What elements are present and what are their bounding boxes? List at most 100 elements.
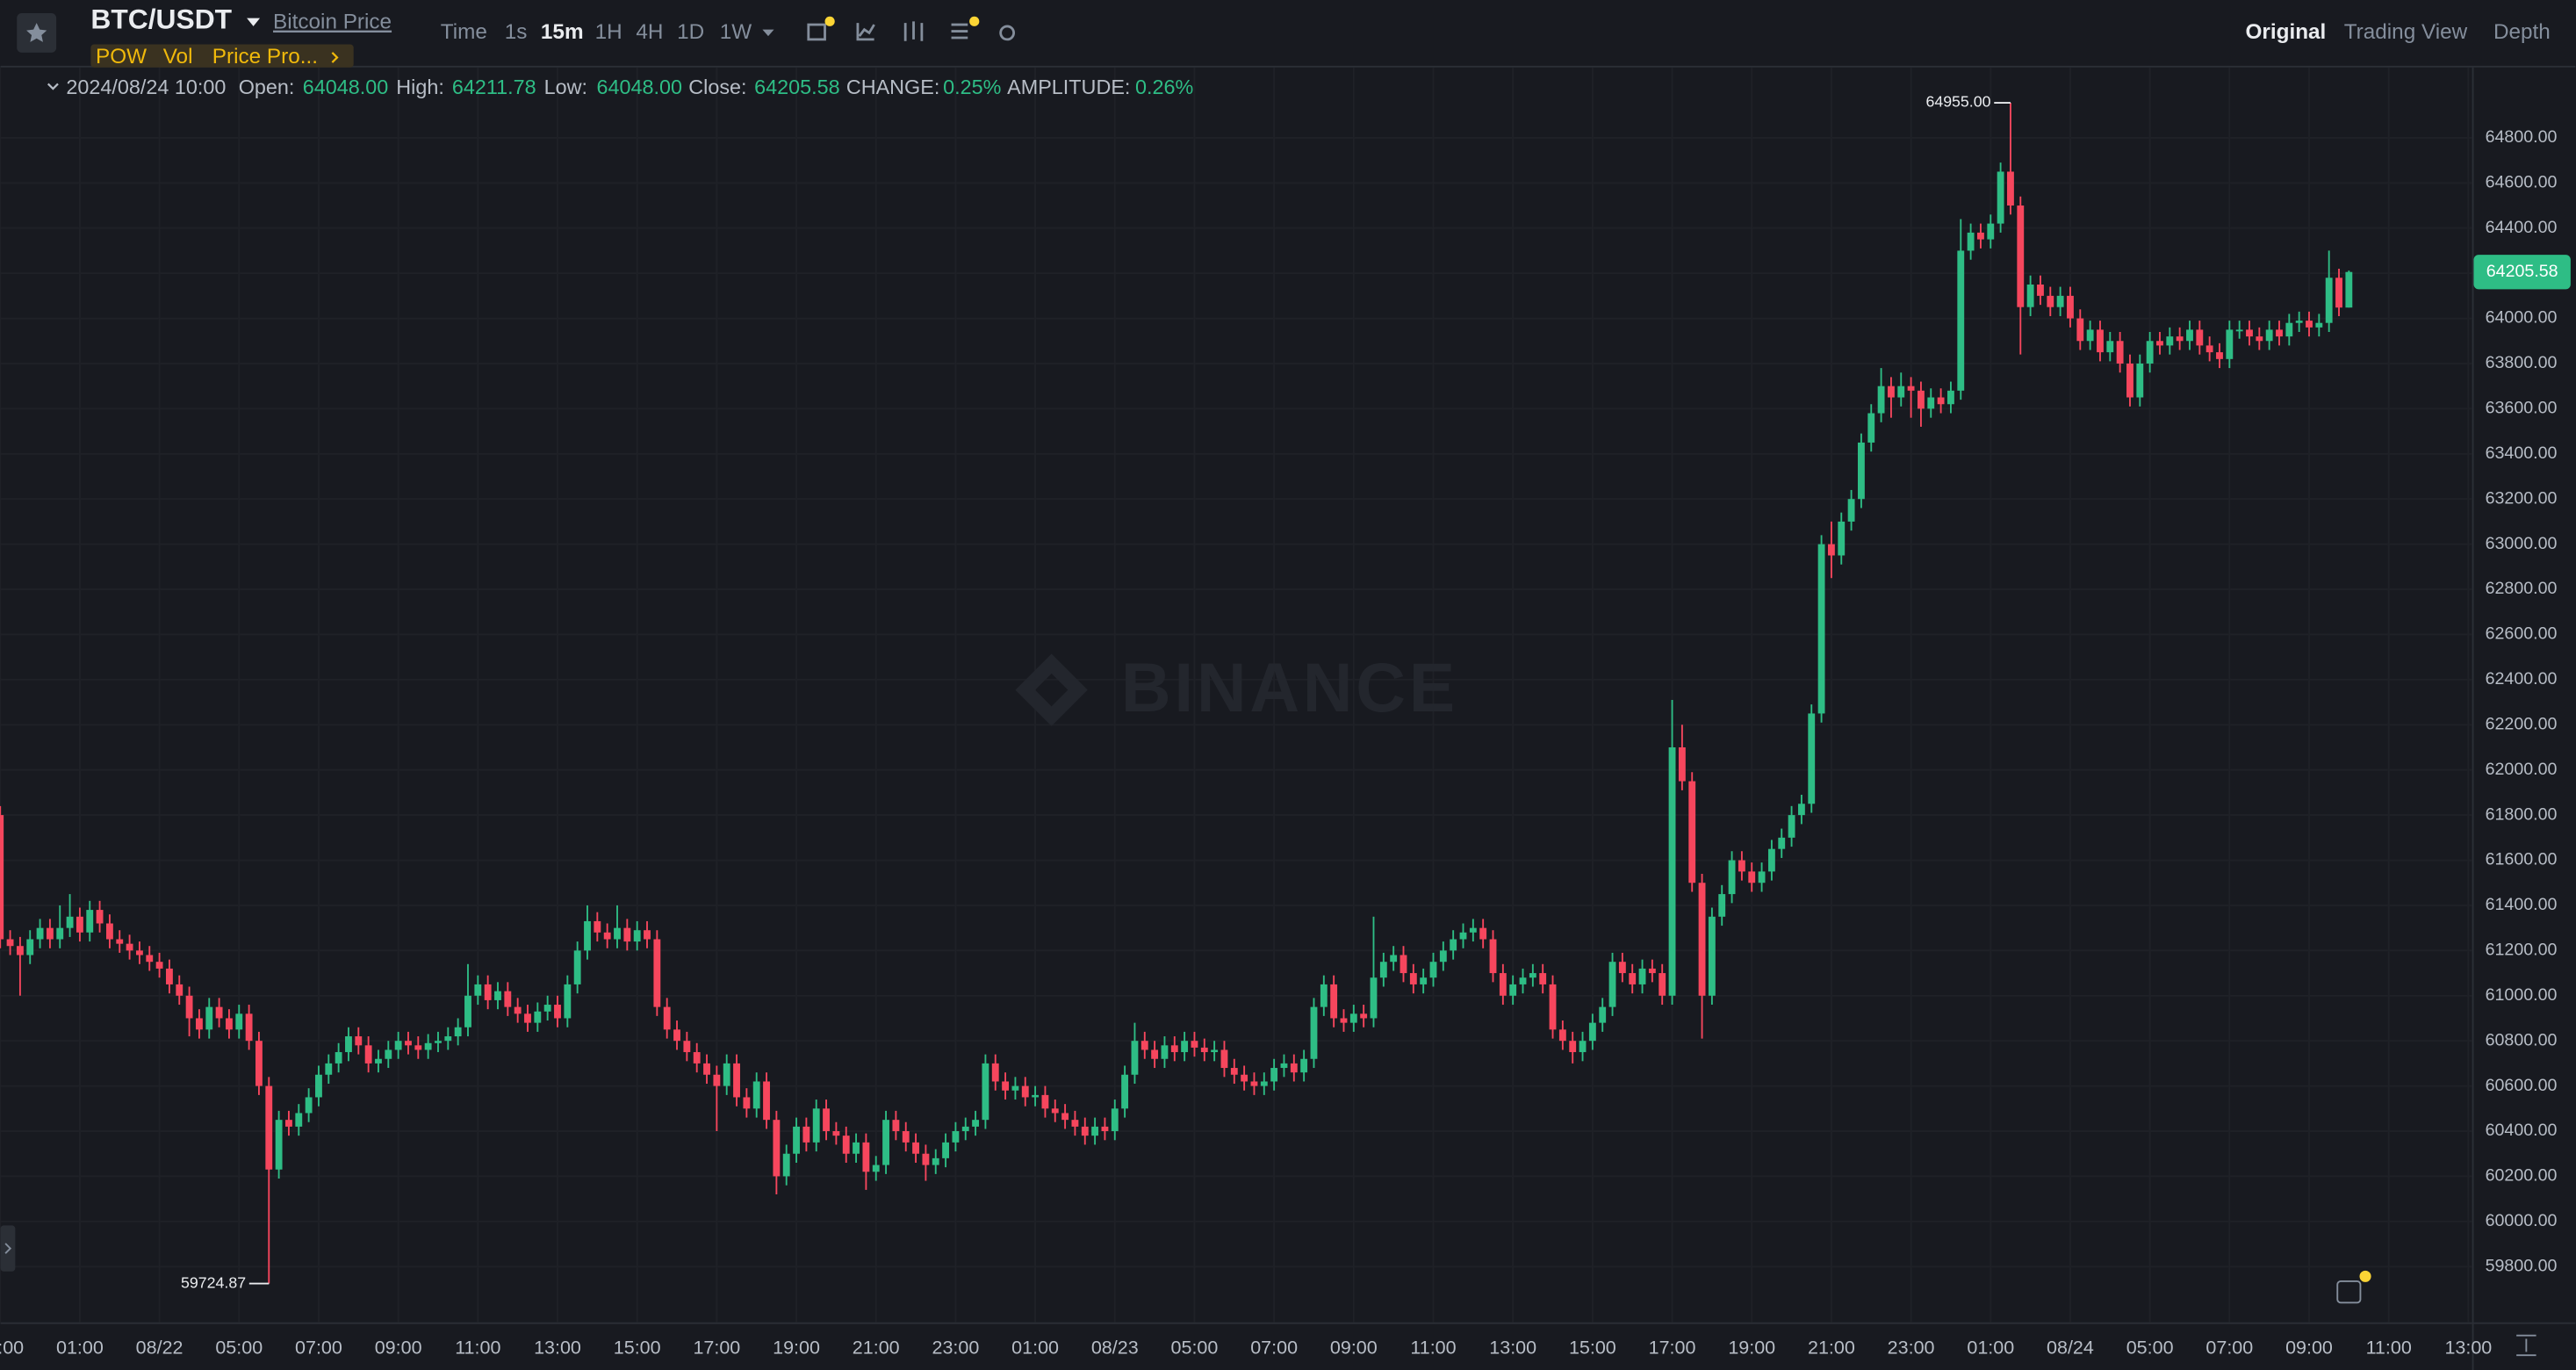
tag[interactable]: Vol [163,45,193,68]
candle-body [1648,968,1656,974]
candle-body [1867,413,1875,443]
y-tick-label: 63400.00 [2486,443,2558,463]
candle-body [1668,746,1676,996]
y-tick-label: 62000.00 [2486,760,2558,779]
coin-link[interactable]: Bitcoin Price [273,11,392,34]
symbol-dropdown[interactable] [247,18,261,26]
candle-body [1370,977,1378,1019]
candle-body [1529,973,1536,978]
y-tick-label: 60800.00 [2486,1030,2558,1049]
candle-body [793,1126,800,1154]
x-tick-label: 08/22 [136,1337,183,1358]
interval[interactable]: 4H [636,20,663,44]
x-tick-label: 11:00 [2366,1337,2412,1358]
candle-body [524,1013,531,1023]
view-tab[interactable]: Depth [2493,20,2551,44]
interval[interactable]: 1D [677,20,704,44]
candle-body [1847,499,1855,522]
y-tick-label: 63000.00 [2486,534,2558,553]
candle-body [454,1027,462,1037]
chart-type-icon[interactable] [856,23,875,41]
ohlc-value: 64048.00 [597,76,683,98]
x-tick-label: 09:00 [2285,1337,2333,1358]
candle-body [1041,1094,1049,1109]
candle-body [226,1018,233,1030]
candle-body [1121,1074,1129,1109]
y-tick-label: 61800.00 [2486,804,2558,824]
interval[interactable]: 1H [595,20,622,44]
interval-active[interactable]: 15m [541,20,584,44]
candle-body [1489,939,1497,974]
candle-body [1310,1006,1318,1059]
tag[interactable]: POW [96,45,147,68]
candle-body [135,950,143,955]
y-tick-label: 59800.00 [2486,1256,2558,1275]
candle-body [1360,1013,1368,1019]
candle-body [1698,883,1706,996]
layout-icon[interactable] [951,23,968,40]
ohlc-label: Open: [239,76,295,98]
view-tab-active[interactable]: Original [2246,20,2327,44]
candle-body [2276,329,2283,337]
interval[interactable]: 1W [720,20,752,44]
collapse-icon[interactable] [47,83,59,90]
candle-icon[interactable] [903,21,924,41]
candle-body [1140,1041,1148,1050]
candle-body [2076,318,2084,342]
toggle-arrow [4,1243,12,1254]
x-tick-label: 01:00 [56,1337,104,1358]
candle-body [385,1049,392,1059]
x-tick-label: 07:00 [295,1337,342,1358]
candle-body [832,1131,840,1136]
settings-icon[interactable] [999,25,1016,41]
indicator-icon[interactable] [807,23,826,41]
candle-body [1569,1041,1577,1053]
interval[interactable]: Time [441,20,487,44]
candle-body [2295,321,2303,323]
x-tick-label: 01:00 [1967,1337,2014,1358]
x-tick-label: 15:00 [614,1337,661,1358]
candle-body [96,910,104,924]
y-tick-label: 63800.00 [2486,353,2558,372]
candle-body [1270,1068,1278,1082]
candle-body [1758,871,1766,883]
candle-body [484,984,492,1000]
candle-body [683,1041,691,1053]
candle-body [623,927,631,942]
candle-body [1280,1063,1288,1069]
notes-icon[interactable] [2336,1280,2362,1304]
candle-body [1579,1041,1587,1053]
candle-body [1181,1041,1189,1053]
side-panel-toggle[interactable] [0,1225,16,1272]
interval-dropdown[interactable] [762,29,774,37]
tag[interactable]: Price Pro... [212,45,318,68]
candle-body [823,1108,830,1132]
candle-body [2235,329,2243,332]
tag-arrow[interactable] [331,52,339,63]
candle-body [435,1041,442,1043]
candle-body [1808,713,1816,804]
candle-body [1439,950,1447,963]
symbol[interactable]: BTC/USDT [90,4,232,35]
candle-body [1519,977,1527,984]
x-tick-label: 08/23 [1091,1337,1139,1358]
candle-body [2156,341,2163,346]
candle-body [355,1036,363,1046]
candle-body [364,1045,372,1064]
candle-body [1708,916,1716,996]
x-tick-label: 11:00 [455,1337,500,1358]
candle-body [1290,1063,1298,1073]
watermark-logo [1015,653,1088,726]
candle-body [414,1045,422,1050]
scale-icon[interactable] [2516,1334,2536,1357]
candle-body [2126,363,2133,398]
candle-body [693,1052,701,1064]
candle-body [2146,341,2154,364]
candle-body [663,1006,671,1030]
interval[interactable]: 1s [505,20,528,44]
view-tab[interactable]: Trading View [2344,20,2468,44]
y-tick-label: 62600.00 [2486,624,2558,644]
candle-body [882,1120,889,1165]
candle-body [961,1126,969,1132]
candle-body [76,916,83,933]
